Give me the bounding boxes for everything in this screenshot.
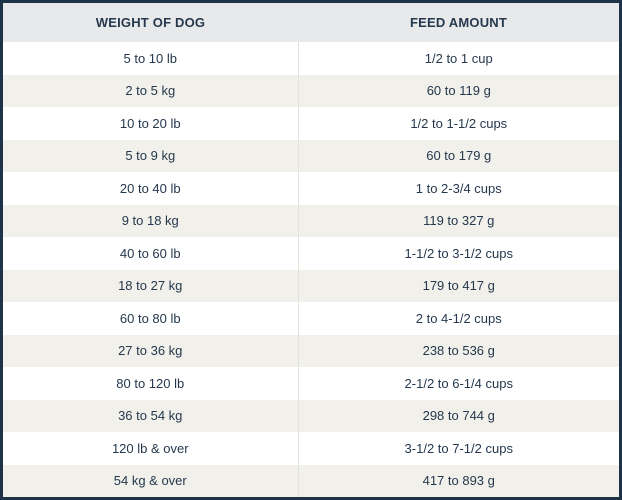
feed-amount-cell: 238 to 536 g (422, 343, 495, 359)
table-row: 40 to 60 lb 1-1/2 to 3-1/2 cups (3, 237, 619, 270)
header-feed-amount: FEED AMOUNT (409, 15, 508, 30)
table-row: 54 kg & over 417 to 893 g (3, 464, 619, 497)
feed-amount-cell: 298 to 744 g (422, 408, 495, 424)
weight-cell: 5 to 10 lb (3, 42, 299, 75)
table-body: 5 to 10 lb 1/2 to 1 cup 2 to 5 kg 60 to … (3, 42, 619, 497)
weight-cell: 5 to 9 kg (3, 139, 299, 172)
weight-cell: 27 to 36 kg (3, 334, 299, 367)
table-row: 27 to 36 kg 238 to 536 g (3, 334, 619, 367)
weight-cell: 9 to 18 kg (3, 204, 299, 237)
header-weight-of-dog: WEIGHT OF DOG (95, 15, 206, 30)
feed-amount-cell: 60 to 119 g (426, 83, 491, 99)
header-row: WEIGHT OF DOG FEED AMOUNT (3, 3, 619, 42)
weight-cell: 80 to 120 lb (3, 367, 299, 400)
feed-amount-cell: 1/2 to 1 cup (424, 50, 493, 66)
weight-cell: 120 lb & over (3, 432, 299, 465)
weight-cell: 20 to 40 lb (3, 172, 299, 205)
table-row: 36 to 54 kg 298 to 744 g (3, 399, 619, 432)
table-row: 5 to 10 lb 1/2 to 1 cup (3, 42, 619, 75)
feeding-table: WEIGHT OF DOG FEED AMOUNT 5 to 10 lb 1/2… (3, 3, 619, 497)
table-row: 120 lb & over 3-1/2 to 7-1/2 cups (3, 432, 619, 465)
feed-amount-cell: 119 to 327 g (423, 213, 495, 229)
weight-cell: 40 to 60 lb (3, 237, 299, 270)
table-row: 60 to 80 lb 2 to 4-1/2 cups (3, 302, 619, 335)
table-row: 20 to 40 lb 1 to 2-3/4 cups (3, 172, 619, 205)
table-row: 5 to 9 kg 60 to 179 g (3, 139, 619, 172)
table-row: 9 to 18 kg 119 to 327 g (3, 204, 619, 237)
feed-amount-cell: 1 to 2-3/4 cups (415, 180, 502, 196)
weight-cell: 2 to 5 kg (3, 74, 299, 107)
table-row: 10 to 20 lb 1/2 to 1-1/2 cups (3, 107, 619, 140)
weight-cell: 36 to 54 kg (3, 399, 299, 432)
table-header: WEIGHT OF DOG FEED AMOUNT (3, 3, 619, 42)
weight-cell: 10 to 20 lb (3, 107, 299, 140)
feed-amount-cell: 2-1/2 to 6-1/4 cups (404, 375, 513, 391)
table-row: 18 to 27 kg 179 to 417 g (3, 269, 619, 302)
feed-amount-cell: 179 to 417 g (422, 278, 495, 294)
table-row: 2 to 5 kg 60 to 119 g (3, 74, 619, 107)
weight-cell: 60 to 80 lb (3, 302, 299, 335)
feed-amount-cell: 417 to 893 g (422, 473, 495, 489)
weight-cell: 18 to 27 kg (3, 269, 299, 302)
feed-amount-cell: 2 to 4-1/2 cups (415, 310, 502, 326)
feed-amount-cell: 3-1/2 to 7-1/2 cups (404, 440, 513, 456)
weight-cell: 54 kg & over (3, 464, 299, 497)
feed-amount-cell: 1-1/2 to 3-1/2 cups (404, 245, 513, 261)
table-row: 80 to 120 lb 2-1/2 to 6-1/4 cups (3, 367, 619, 400)
feed-amount-cell: 1/2 to 1-1/2 cups (410, 115, 508, 131)
feed-amount-cell: 60 to 179 g (426, 148, 492, 164)
